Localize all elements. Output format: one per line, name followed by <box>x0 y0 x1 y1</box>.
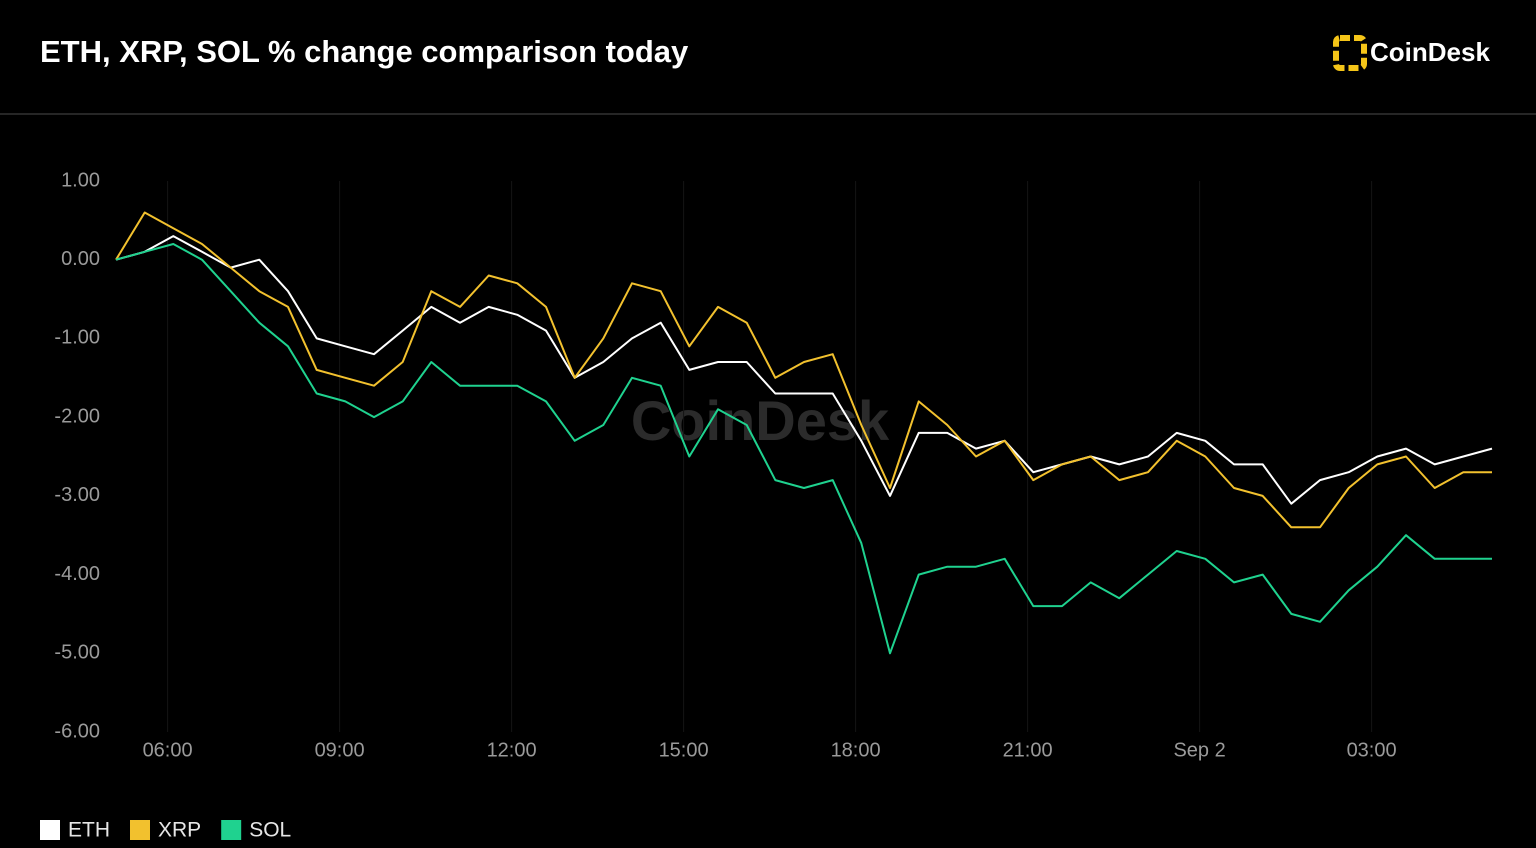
x-tick-label: Sep 2 <box>1173 739 1225 761</box>
x-tick-label: 03:00 <box>1347 739 1397 761</box>
plot-area: 1.00 0.00 -1.00 -2.00 -3.00 -4.00 -5.00 -6.00 06… <box>40 169 1493 842</box>
y-tick-label: -5.00 <box>54 642 100 664</box>
y-tick-label: -6.00 <box>54 720 100 742</box>
legend-label: SOL <box>249 819 291 842</box>
chart-title: ETH, XRP, SOL % change comparison today <box>40 34 689 69</box>
series-line <box>115 243 1492 655</box>
logo-icon <box>1333 35 1367 71</box>
legend-swatch <box>40 820 60 840</box>
legend-label: ETH <box>68 819 110 842</box>
y-tick-label: -2.00 <box>54 405 100 427</box>
y-tick-label: -4.00 <box>54 563 100 585</box>
x-tick-label: 12:00 <box>487 739 537 761</box>
legend-swatch <box>221 820 242 840</box>
y-tick-label: 1.00 <box>61 169 100 191</box>
y-tick-label: -1.00 <box>54 327 100 349</box>
x-tick-label: 18:00 <box>831 739 881 761</box>
series-line <box>115 211 1492 529</box>
series-line <box>115 235 1493 505</box>
x-tick-label: 06:00 <box>143 739 193 761</box>
x-tick-label: 09:00 <box>315 739 365 761</box>
y-tick-label: -3.00 <box>54 484 100 506</box>
x-tick-label: 21:00 <box>1003 739 1053 761</box>
legend-label: XRP <box>158 819 201 842</box>
logo: CoinDesk <box>1333 35 1490 71</box>
y-tick-label: 0.00 <box>61 248 100 270</box>
legend-swatch <box>130 820 150 840</box>
logo-text: CoinDesk <box>1370 37 1490 67</box>
x-tick-label: 15:00 <box>659 739 709 761</box>
